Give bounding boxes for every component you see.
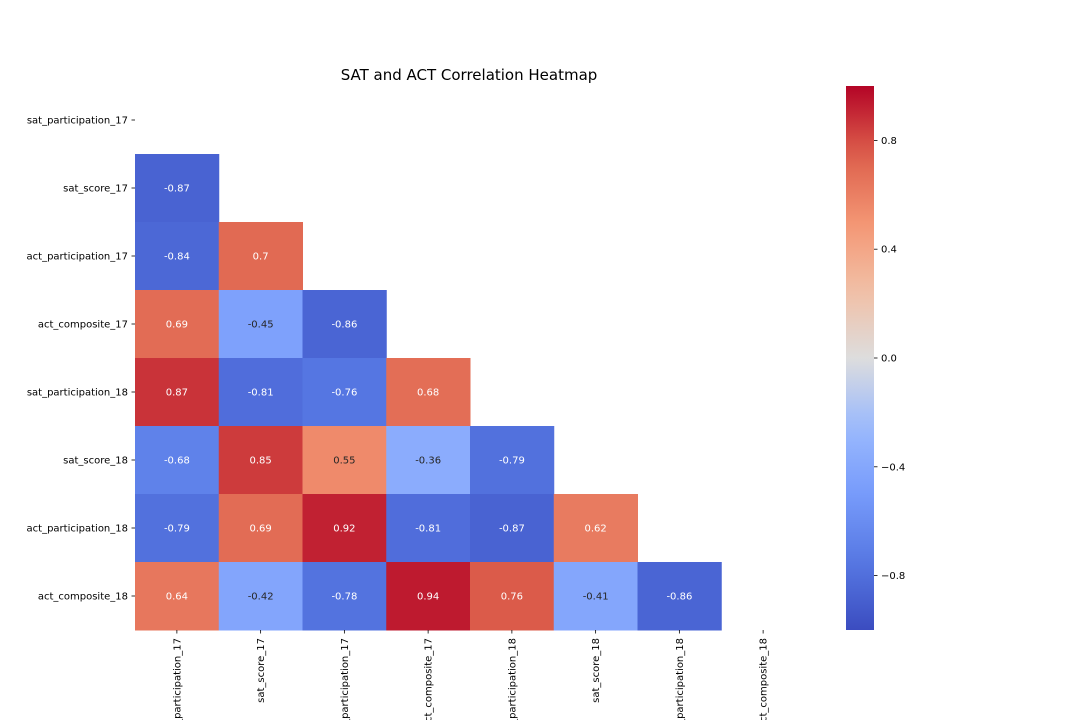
cell-value-label-r2-c0: -0.84: [164, 252, 190, 263]
heatmap-cell-r7-c0: [135, 562, 220, 631]
heatmap-cell-r3-c0: [135, 290, 220, 359]
cell-value-label-r5-c3: -0.36: [415, 456, 441, 467]
x-tick-label-3: act_composite_17: [424, 638, 435, 720]
heatmap-cell-r6-c3: [386, 494, 471, 563]
cell-value-label-r7-c1: -0.42: [248, 592, 274, 603]
cell-value-label-r6-c2: 0.92: [333, 524, 355, 535]
cell-value-label-r7-c3: 0.94: [417, 592, 439, 603]
heatmap-cell-r7-c4: [470, 562, 555, 631]
cell-value-label-r4-c1: -0.81: [248, 388, 274, 399]
y-axis-tick-labels: sat_participation_17 sat_score_17 act_part…: [27, 116, 135, 603]
heatmap-cell-r4-c2: [302, 358, 387, 427]
x-tick-label-6: act_participation_18: [675, 638, 686, 720]
heatmap-cell-r2-c0: [135, 222, 220, 291]
cell-value-label-r4-c0: 0.87: [166, 388, 188, 399]
x-axis-tick-labels: sat_participation_17 sat_score_17 act_part…: [172, 630, 770, 720]
y-tick-label-2: act_participation_17: [27, 252, 128, 263]
cell-value-label-r6-c3: -0.81: [415, 524, 441, 535]
cell-value-label-r2-c1: 0.7: [253, 252, 269, 263]
cell-value-label-r1-c0: -0.87: [164, 184, 190, 195]
cell-value-label-r3-c1: -0.45: [248, 320, 274, 331]
heatmap-cells: -0.87 -0.84 0.7 0.69 -0.45 -0.86 0.87 -0.81 -0.7…: [135, 154, 722, 631]
cell-value-label-r4-c2: -0.76: [331, 388, 357, 399]
cell-value-label-r6-c4: -0.87: [499, 524, 525, 535]
cell-value-label-r3-c2: -0.86: [331, 320, 357, 331]
heatmap-cell-r3-c1: [218, 290, 303, 359]
cell-value-label-r6-c1: 0.69: [249, 524, 271, 535]
heatmap-cell-r1-c0: [135, 154, 220, 223]
cell-value-label-r7-c0: 0.64: [166, 592, 188, 603]
cell-value-label-r5-c1: 0.85: [249, 456, 271, 467]
x-tick-label-7: act_composite_18: [759, 638, 770, 720]
chart-title: SAT and ACT Correlation Heatmap: [341, 66, 598, 84]
colorbar-tick-label-4: −0.8: [881, 571, 905, 582]
cell-value-label-r3-c0: 0.69: [166, 320, 188, 331]
heatmap-cell-r7-c1: [218, 562, 303, 631]
y-tick-label-6: act_participation_18: [27, 524, 128, 535]
heatmap-cell-r6-c2: [302, 494, 387, 563]
heatmap-cell-r6-c0: [135, 494, 220, 563]
heatmap-cell-r6-c4: [470, 494, 555, 563]
colorbar-tick-label-2: 0.0: [881, 354, 897, 365]
colorbar-tick-label-3: −0.4: [881, 462, 905, 473]
heatmap-cell-r4-c0: [135, 358, 220, 427]
colorbar-tick-label-1: 0.4: [881, 245, 897, 256]
heatmap-cell-r7-c3: [386, 562, 471, 631]
colorbar-ticks: 0.8 0.4 0.0 −0.4 −0.8: [874, 136, 905, 582]
y-tick-label-0: sat_participation_17: [27, 116, 128, 127]
cell-value-label-r5-c4: -0.79: [499, 456, 525, 467]
cell-value-label-r7-c2: -0.78: [331, 592, 357, 603]
y-tick-label-4: sat_participation_18: [27, 388, 128, 399]
heatmap-cell-r5-c0: [135, 426, 220, 495]
colorbar: [846, 86, 874, 630]
heatmap-cell-r3-c2: [302, 290, 387, 359]
cell-value-label-r7-c4: 0.76: [501, 592, 523, 603]
heatmap-cell-r4-c1: [218, 358, 303, 427]
x-tick-label-2: act_participation_17: [340, 638, 351, 720]
cell-value-label-r6-c0: -0.79: [164, 524, 190, 535]
cell-value-label-r5-c2: 0.55: [333, 456, 355, 467]
heatmap-cell-r4-c3: [386, 358, 471, 427]
heatmap-cell-r6-c1: [218, 494, 303, 563]
heatmap-cell-r2-c1: [218, 222, 303, 291]
x-tick-label-1: sat_score_17: [256, 638, 267, 703]
y-tick-label-1: sat_score_17: [63, 184, 128, 195]
x-tick-label-5: sat_score_18: [591, 638, 602, 703]
heatmap-cell-r6-c5: [553, 494, 638, 563]
heatmap-cell-r5-c4: [470, 426, 555, 495]
heatmap-cell-r5-c3: [386, 426, 471, 495]
heatmap-cell-r5-c2: [302, 426, 387, 495]
cell-value-label-r7-c5: -0.41: [583, 592, 609, 603]
y-tick-label-7: act_composite_18: [38, 592, 128, 603]
heatmap-cell-r7-c6: [637, 562, 722, 631]
x-tick-label-4: sat_participation_18: [507, 638, 518, 720]
heatmap-cell-r7-c5: [553, 562, 638, 631]
y-tick-label-3: act_composite_17: [38, 320, 128, 331]
x-tick-label-0: sat_participation_17: [172, 638, 183, 720]
cell-value-label-r4-c3: 0.68: [417, 388, 439, 399]
colorbar-tick-label-0: 0.8: [881, 136, 897, 147]
cell-value-label-r5-c0: -0.68: [164, 456, 190, 467]
y-tick-label-5: sat_score_18: [63, 456, 128, 467]
heatmap-cell-r7-c2: [302, 562, 387, 631]
cell-value-label-r6-c5: 0.62: [584, 524, 606, 535]
cell-value-label-r7-c6: -0.86: [666, 592, 692, 603]
heatmap-cell-r5-c1: [218, 426, 303, 495]
